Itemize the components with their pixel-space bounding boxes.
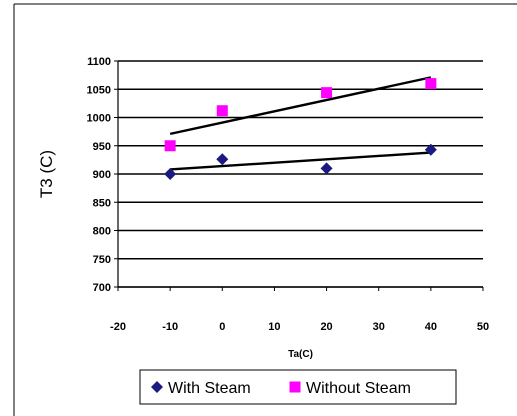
legend-label-without-steam: Without Steam <box>306 380 411 397</box>
x-tick-label: 0 <box>219 321 225 333</box>
y-tick-label: 700 <box>93 282 111 294</box>
legend-marker-without-steam <box>290 382 301 393</box>
y-tick-label: 850 <box>93 197 111 209</box>
y-tick-label: 750 <box>93 254 111 266</box>
y-tick-label: 1000 <box>87 113 111 125</box>
y-tick-label: 900 <box>93 169 111 181</box>
x-tick-label: -20 <box>110 321 126 333</box>
x-axis-title: Ta(C) <box>288 349 313 360</box>
trendline-with-steam <box>170 153 431 170</box>
y-tick-label: 950 <box>93 141 111 153</box>
data-point-without-steam <box>321 87 332 98</box>
x-tick-label: 40 <box>425 321 437 333</box>
y-tick-label: 1100 <box>87 56 111 68</box>
x-tick-label: 50 <box>477 321 489 333</box>
x-tick-label: 30 <box>373 321 385 333</box>
trendline-without-steam <box>170 77 431 133</box>
x-tick-label: 20 <box>320 321 332 333</box>
data-point-without-steam <box>425 78 436 89</box>
data-point-with-steam <box>216 153 228 165</box>
data-point-without-steam <box>217 105 228 116</box>
data-point-without-steam <box>165 140 176 151</box>
data-point-with-steam <box>321 162 333 174</box>
y-axis-title: T3 (C) <box>37 150 56 198</box>
x-tick-label: -10 <box>162 321 178 333</box>
y-tick-label: 1050 <box>87 84 111 96</box>
legend-label-with-steam: With Steam <box>168 380 251 397</box>
y-tick-label: 800 <box>93 226 111 238</box>
x-tick-label: 10 <box>268 321 280 333</box>
